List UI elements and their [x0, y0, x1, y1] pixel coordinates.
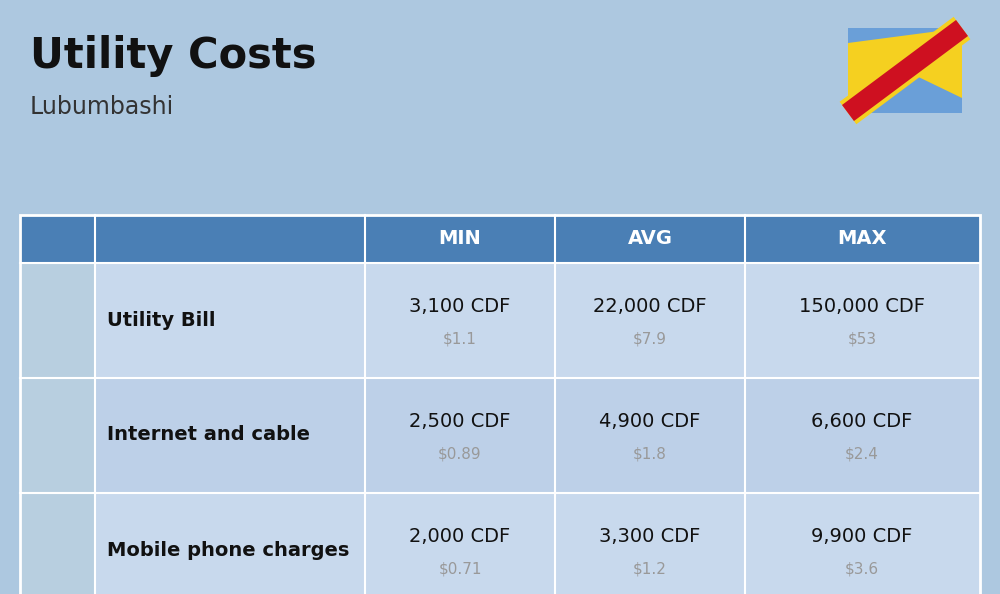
Text: $1.2: $1.2 [633, 561, 667, 576]
Text: $7.9: $7.9 [633, 331, 667, 346]
Text: 9,900 CDF: 9,900 CDF [811, 527, 913, 546]
Text: Internet and cable: Internet and cable [107, 425, 310, 444]
Text: 3,300 CDF: 3,300 CDF [599, 527, 701, 546]
Text: ★: ★ [860, 48, 880, 68]
Bar [20, 378, 95, 493]
Bar [20, 263, 95, 378]
Text: $0.71: $0.71 [438, 561, 482, 576]
Text: 2,000 CDF: 2,000 CDF [409, 527, 511, 546]
Text: $1.8: $1.8 [633, 447, 667, 462]
Text: 2,500 CDF: 2,500 CDF [409, 412, 511, 431]
Text: 4,900 CDF: 4,900 CDF [599, 412, 701, 431]
Bar [20, 215, 980, 263]
Bar [95, 263, 980, 378]
Text: $1.1: $1.1 [443, 331, 477, 346]
Text: Utility Costs: Utility Costs [30, 35, 316, 77]
Polygon shape [842, 20, 968, 121]
Text: AVG: AVG [628, 229, 672, 248]
Text: MAX: MAX [837, 229, 887, 248]
Bar [20, 493, 95, 594]
Polygon shape [848, 28, 962, 98]
Bar [848, 28, 962, 113]
Text: $53: $53 [847, 331, 877, 346]
Text: $2.4: $2.4 [845, 447, 879, 462]
Text: 150,000 CDF: 150,000 CDF [799, 297, 925, 316]
Text: 3,100 CDF: 3,100 CDF [409, 297, 511, 316]
Bar [95, 493, 980, 594]
Text: MIN: MIN [439, 229, 481, 248]
Text: Mobile phone charges: Mobile phone charges [107, 541, 349, 560]
Text: 6,600 CDF: 6,600 CDF [811, 412, 913, 431]
Text: Lubumbashi: Lubumbashi [30, 95, 174, 119]
Polygon shape [848, 43, 962, 98]
Text: $0.89: $0.89 [438, 447, 482, 462]
Bar [20, 215, 980, 594]
Text: Utility Bill: Utility Bill [107, 311, 216, 330]
Text: $3.6: $3.6 [845, 561, 879, 576]
Text: 22,000 CDF: 22,000 CDF [593, 297, 707, 316]
Bar [95, 378, 980, 493]
Polygon shape [840, 17, 970, 124]
